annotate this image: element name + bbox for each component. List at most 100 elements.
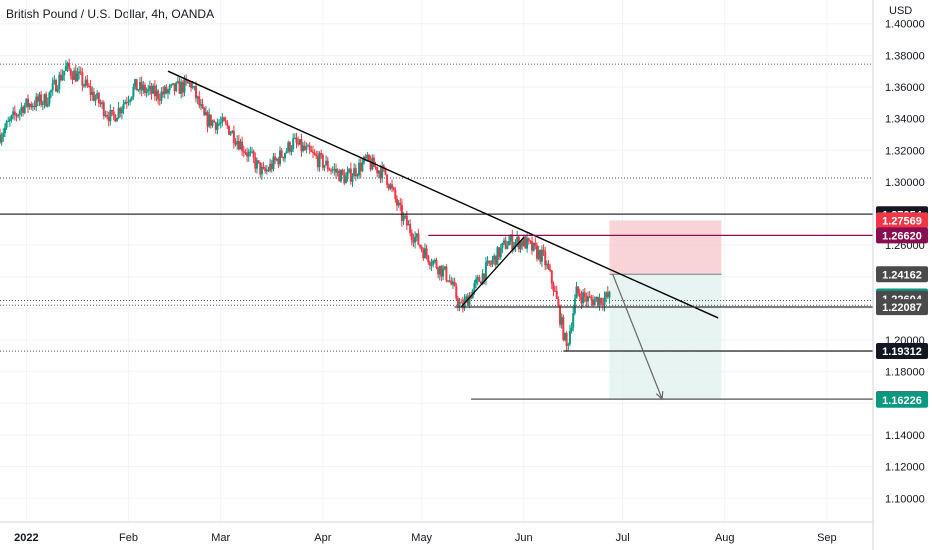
candle: [593, 296, 596, 306]
candle-body: [585, 297, 588, 302]
candle-body: [10, 115, 13, 120]
candle-body: [468, 295, 471, 306]
candle-body: [31, 105, 34, 108]
candle: [591, 295, 594, 308]
x-tick-label: Aug: [715, 532, 735, 544]
candle: [596, 296, 599, 307]
candle: [204, 106, 207, 116]
candle: [507, 235, 510, 246]
drawings[interactable]: [0, 70, 873, 401]
candle: [577, 286, 580, 297]
candle-body: [119, 107, 122, 114]
candle: [391, 179, 394, 192]
candle: [0, 132, 3, 146]
candle: [313, 149, 316, 156]
candle-body: [22, 107, 25, 113]
candle-body: [178, 81, 181, 94]
candle: [568, 324, 571, 346]
candle: [63, 70, 66, 82]
candle: [605, 291, 608, 303]
candle-body: [494, 255, 497, 265]
candle: [252, 149, 255, 164]
candle-body: [503, 240, 506, 243]
candle-body: [260, 166, 263, 175]
candle-body: [15, 114, 18, 117]
candle: [51, 77, 54, 96]
candle-body: [330, 170, 333, 172]
candle-body: [568, 330, 571, 345]
candle: [74, 64, 77, 83]
candle-body: [407, 224, 410, 226]
candle-body: [94, 98, 97, 101]
candle-body: [81, 72, 84, 86]
candle: [493, 253, 496, 266]
arrow-head: [655, 391, 664, 401]
candle-body: [7, 120, 10, 122]
candle-body: [509, 235, 512, 242]
candle-body: [504, 240, 507, 249]
candle: [226, 119, 229, 129]
candle-body: [73, 70, 76, 80]
candle: [267, 166, 270, 173]
candlestick-series: [0, 58, 611, 352]
candle-body: [246, 153, 249, 157]
candle: [323, 164, 326, 172]
candle-body: [293, 137, 296, 139]
candle: [440, 265, 443, 282]
candle-body: [279, 150, 282, 165]
candle: [409, 219, 412, 237]
candle-body: [83, 85, 86, 87]
candle: [8, 116, 11, 127]
candle-body: [392, 187, 395, 190]
candle: [552, 281, 555, 297]
candle: [412, 233, 415, 247]
candle-body: [165, 86, 168, 94]
x-tick-label: Feb: [119, 532, 138, 544]
candle-body: [74, 70, 77, 82]
candle-body: [17, 114, 20, 117]
candle: [563, 332, 566, 342]
candle-body: [354, 168, 357, 177]
candle: [372, 154, 375, 168]
price-label: 1.16226: [876, 391, 928, 408]
candle-body: [466, 296, 469, 306]
candle: [22, 105, 25, 117]
candle: [142, 80, 145, 94]
candle: [229, 130, 232, 136]
candle: [479, 281, 482, 285]
candle-body: [448, 280, 451, 282]
candle: [203, 106, 206, 116]
y-tick-label: 1.14000: [885, 430, 925, 442]
candle-body: [66, 62, 69, 66]
candle: [134, 78, 137, 90]
price-label-text: 1.22087: [882, 302, 922, 314]
candle-body: [102, 102, 105, 116]
candle: [236, 135, 239, 150]
candle-body: [596, 296, 599, 306]
candle: [425, 244, 428, 260]
candle-body: [328, 169, 331, 171]
trendline: [167, 70, 719, 319]
candle-body: [557, 299, 560, 306]
candle: [600, 297, 603, 306]
currency-label[interactable]: USD: [889, 5, 913, 17]
candle: [478, 274, 481, 283]
candle-body: [153, 85, 156, 97]
price-label-text: 1.19312: [882, 346, 922, 358]
candle: [585, 292, 588, 308]
candle: [176, 76, 179, 84]
candle: [53, 75, 56, 85]
candle-body: [181, 82, 184, 93]
candle: [428, 260, 431, 270]
candle: [97, 92, 100, 108]
candle: [219, 116, 222, 129]
candle: [311, 145, 314, 159]
candle: [443, 266, 446, 271]
candle-body: [483, 273, 486, 280]
candle-body: [101, 102, 104, 104]
candle: [244, 149, 247, 156]
candle-body: [288, 142, 291, 152]
candle: [330, 167, 333, 175]
candle-body: [310, 150, 313, 152]
